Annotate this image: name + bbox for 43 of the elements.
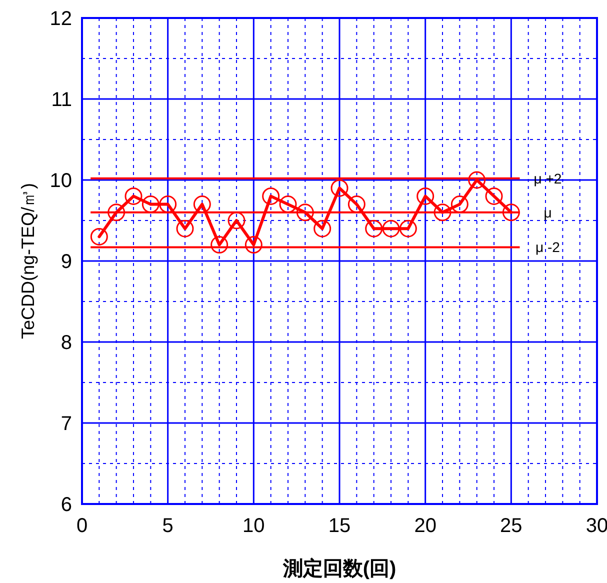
x-axis-title: 測定回数(回) [282, 557, 396, 580]
x-tick-label: 20 [414, 515, 436, 537]
ref-line-label: μ -2 [536, 239, 560, 256]
y-tick-label: 8 [60, 332, 72, 354]
point [124, 187, 142, 205]
point [416, 187, 434, 205]
x-tick-label: 30 [586, 515, 607, 537]
point [450, 196, 468, 214]
y-tick-label: 6 [60, 494, 72, 516]
ref-line-label: μ [544, 204, 552, 220]
point [348, 196, 366, 214]
point [314, 220, 332, 238]
y-tick-label: 12 [50, 8, 72, 30]
point [330, 179, 348, 197]
point [365, 220, 383, 238]
point [485, 187, 503, 205]
x-tick-label: 15 [328, 515, 351, 537]
x-tick-label: 5 [162, 515, 174, 537]
point [159, 196, 177, 214]
y-tick-label: 11 [51, 89, 72, 111]
point [434, 204, 452, 222]
y-tick-label: 9 [60, 251, 72, 273]
point [382, 220, 400, 238]
y-tick-label: 7 [60, 413, 72, 435]
point [228, 212, 246, 230]
point [210, 236, 228, 254]
point [90, 228, 108, 246]
point [244, 236, 262, 254]
point [279, 196, 297, 214]
y-tick-label: 10 [50, 170, 72, 192]
point [142, 196, 160, 214]
point [502, 204, 520, 222]
point [399, 220, 417, 238]
y-axis-title: TeCDD(ng-TEQ/㎥) [18, 182, 38, 340]
point [262, 187, 280, 205]
point [193, 196, 211, 214]
point [296, 204, 314, 222]
point [176, 220, 194, 238]
point [468, 171, 486, 189]
point [108, 204, 126, 222]
x-tick-label: 0 [76, 515, 88, 537]
x-tick-label: 10 [242, 515, 265, 537]
x-tick-label: 25 [500, 515, 522, 537]
